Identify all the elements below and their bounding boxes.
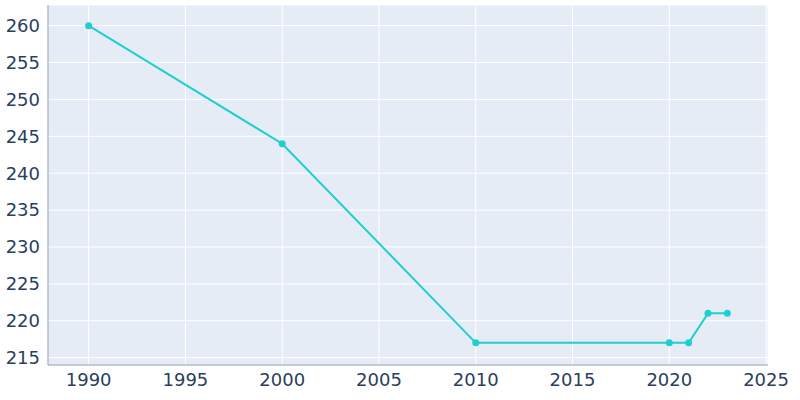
- svg-text:2000: 2000: [259, 369, 305, 390]
- svg-text:260: 260: [8, 15, 40, 36]
- svg-text:2005: 2005: [356, 369, 402, 390]
- svg-text:215: 215: [8, 347, 40, 368]
- svg-text:225: 225: [8, 273, 40, 294]
- svg-text:240: 240: [8, 163, 40, 184]
- svg-text:2010: 2010: [453, 369, 499, 390]
- svg-text:230: 230: [8, 236, 40, 257]
- svg-text:1990: 1990: [66, 369, 112, 390]
- svg-text:220: 220: [8, 310, 40, 331]
- svg-text:245: 245: [8, 126, 40, 147]
- svg-text:2015: 2015: [550, 369, 596, 390]
- svg-text:1995: 1995: [163, 369, 209, 390]
- svg-text:2020: 2020: [646, 369, 692, 390]
- svg-text:255: 255: [8, 52, 40, 73]
- svg-text:2025: 2025: [743, 369, 789, 390]
- svg-text:235: 235: [8, 199, 40, 220]
- svg-text:250: 250: [8, 89, 40, 110]
